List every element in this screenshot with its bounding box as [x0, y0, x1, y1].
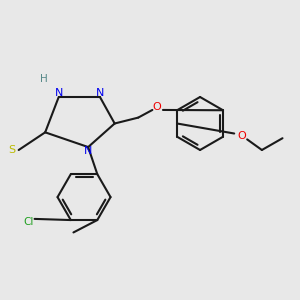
Text: H: H: [40, 74, 48, 84]
Text: O: O: [237, 131, 246, 142]
Text: N: N: [55, 88, 63, 98]
Text: N: N: [84, 146, 92, 156]
Text: N: N: [96, 88, 104, 98]
Text: O: O: [153, 102, 161, 112]
Text: S: S: [8, 145, 15, 155]
Text: Cl: Cl: [23, 217, 33, 227]
